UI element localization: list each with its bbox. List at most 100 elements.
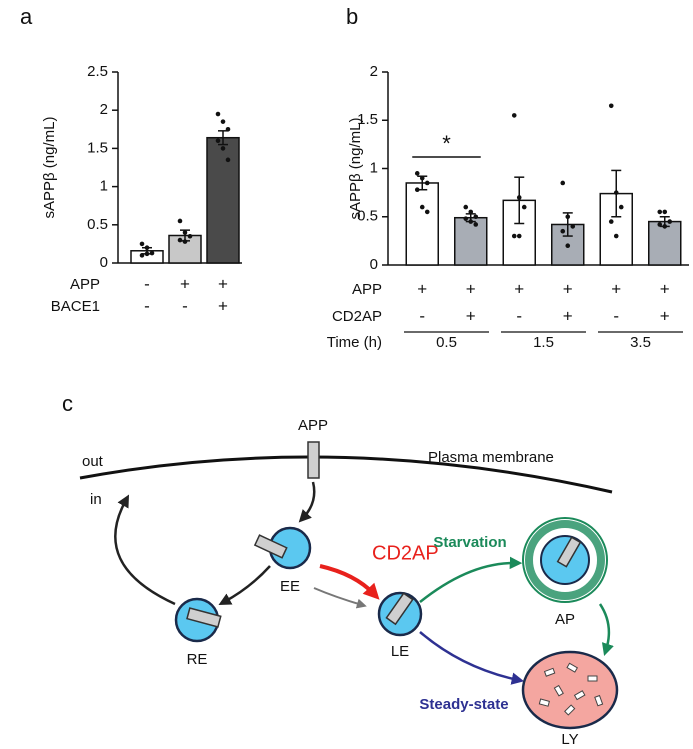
data-point xyxy=(144,245,150,251)
condition-sign: - xyxy=(516,306,522,325)
y-tick-label: 1.5 xyxy=(357,111,378,128)
y-tick-label: 2 xyxy=(370,63,378,80)
cell-ee xyxy=(253,526,312,570)
y-tick-label: 1 xyxy=(370,159,378,176)
condition-sign: + xyxy=(611,279,621,298)
arrow xyxy=(419,631,525,685)
label: out xyxy=(82,453,104,470)
cell-ap xyxy=(522,517,608,603)
y-tick-label: 0.5 xyxy=(87,216,108,233)
condition-sign: - xyxy=(419,306,425,325)
data-point xyxy=(215,138,221,144)
condition-sign: + xyxy=(514,279,524,298)
data-point xyxy=(424,209,430,215)
bar xyxy=(454,216,488,266)
data-point xyxy=(424,180,430,186)
group-label: 1.5 xyxy=(533,334,554,351)
cell-re xyxy=(174,597,222,643)
data-point xyxy=(177,237,183,243)
y-axis-label: sAPPβ (ng/mL) xyxy=(347,118,364,220)
data-point xyxy=(570,224,576,229)
group-label: 3.5 xyxy=(630,334,651,351)
data-point xyxy=(565,214,571,220)
data-point xyxy=(182,230,188,235)
data-point xyxy=(511,233,517,239)
data-point xyxy=(608,219,614,224)
condition-sign: - xyxy=(144,274,150,293)
data-point xyxy=(139,241,145,247)
data-point xyxy=(419,175,425,181)
arrow xyxy=(218,565,271,605)
label: EE xyxy=(280,578,300,595)
bar xyxy=(206,136,240,264)
data-point xyxy=(511,113,517,118)
label: in xyxy=(90,491,102,508)
diagram: c APP out in Plasma membrane xyxy=(62,391,619,748)
condition-sign: - xyxy=(144,296,150,315)
data-point xyxy=(187,233,193,239)
data-point xyxy=(149,250,155,256)
condition-sign: - xyxy=(182,296,188,315)
data-point xyxy=(220,119,226,124)
arrow xyxy=(319,564,380,600)
data-point xyxy=(565,243,571,248)
condition-sign: + xyxy=(563,279,573,298)
data-point xyxy=(662,209,668,215)
row-label: APP xyxy=(352,281,382,298)
data-point xyxy=(613,190,619,195)
arrow xyxy=(419,556,523,603)
data-point xyxy=(657,209,663,215)
app-protein xyxy=(307,441,320,479)
data-point xyxy=(521,204,527,210)
label: AP xyxy=(555,611,575,628)
row-label: APP xyxy=(70,276,100,293)
panel-label: b xyxy=(346,4,358,29)
arrow xyxy=(114,494,176,606)
data-point xyxy=(473,222,479,227)
data-point xyxy=(225,127,231,132)
cell-le xyxy=(377,591,423,637)
data-point xyxy=(414,171,420,176)
data-point xyxy=(657,222,663,227)
arrow xyxy=(313,587,367,609)
data-point xyxy=(144,251,150,257)
condition-sign: + xyxy=(660,306,670,325)
arrow xyxy=(598,603,614,656)
cell-ly xyxy=(521,650,619,730)
significance-label: * xyxy=(442,131,451,156)
y-tick-label: 1 xyxy=(100,178,108,195)
arrow xyxy=(298,481,316,523)
data-point xyxy=(618,204,624,210)
data-point xyxy=(560,228,566,234)
label: LE xyxy=(391,643,409,660)
label: Starvation xyxy=(433,534,506,551)
condition-sign: + xyxy=(218,274,228,293)
bar xyxy=(405,182,439,266)
data-point xyxy=(608,103,614,109)
data-point xyxy=(419,204,425,210)
bar xyxy=(648,220,682,266)
data-point xyxy=(560,180,566,186)
data-point xyxy=(468,209,474,215)
label: APP xyxy=(298,417,328,434)
data-point xyxy=(516,195,522,200)
condition-sign: + xyxy=(563,306,573,325)
data-point xyxy=(215,111,221,117)
row-label: CD2AP xyxy=(332,308,382,325)
data-point xyxy=(414,187,420,193)
panel-label: c xyxy=(62,391,73,416)
y-tick-label: 0 xyxy=(370,256,378,273)
condition-sign: + xyxy=(660,279,670,298)
data-point xyxy=(220,146,226,151)
label: Plasma membrane xyxy=(428,449,554,466)
data-point xyxy=(473,214,479,220)
condition-sign: - xyxy=(613,306,619,325)
condition-sign: + xyxy=(180,274,190,293)
label: CD2AP xyxy=(372,542,439,564)
data-point xyxy=(139,253,145,258)
data-point xyxy=(225,157,231,163)
membrane xyxy=(79,455,613,494)
row-label: Time (h) xyxy=(327,334,382,351)
y-axis-label: sAPPβ (ng/mL) xyxy=(41,117,58,219)
